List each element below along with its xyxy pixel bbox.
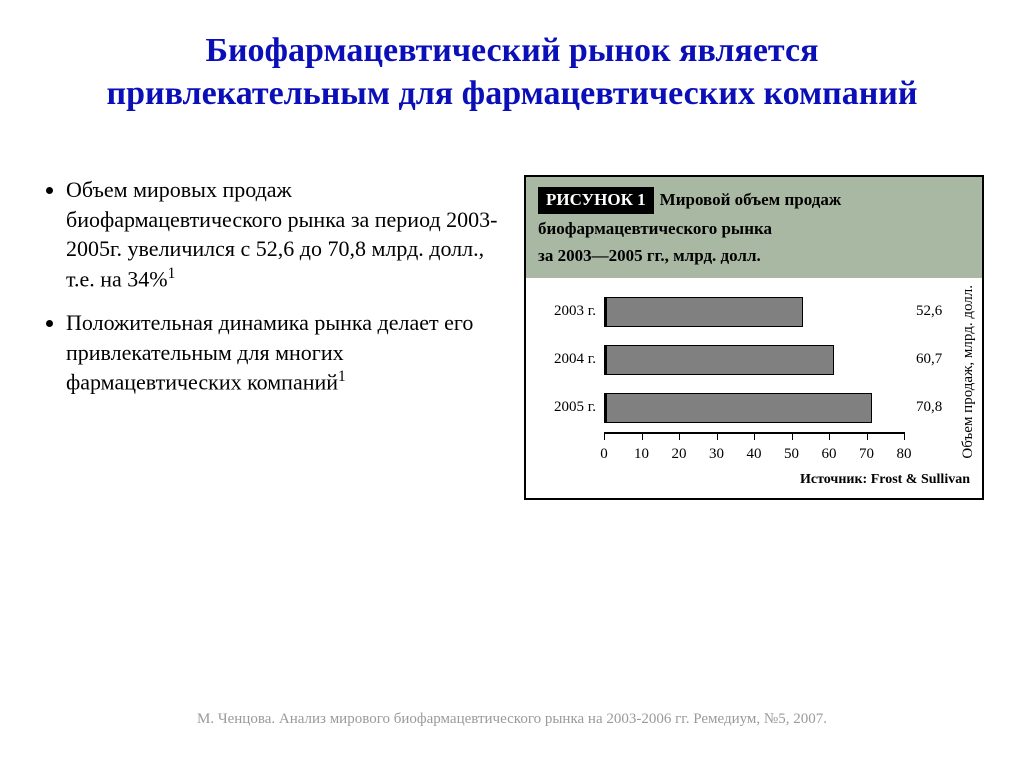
y-axis-label-container: Объем продаж, млрд. долл. bbox=[954, 278, 982, 466]
bar bbox=[606, 345, 834, 375]
bar-row: 2003 г. 52,6 bbox=[536, 288, 948, 336]
value-label: 60,7 bbox=[906, 351, 942, 368]
figure-source: Источник: Frost & Sullivan bbox=[526, 466, 982, 498]
tick-label: 80 bbox=[897, 446, 912, 463]
source-value: Frost & Sullivan bbox=[871, 472, 970, 487]
tick-label: 40 bbox=[747, 446, 762, 463]
bar bbox=[606, 297, 803, 327]
bar bbox=[606, 393, 872, 423]
figure-title-line3: за 2003—2005 гг., млрд. долл. bbox=[538, 245, 970, 268]
figure-title-line2: биофармацевтического рынка bbox=[538, 218, 970, 241]
figure-title-line1: Мировой объем продаж bbox=[660, 190, 842, 209]
bullet-list-container: Объем мировых продаж биофармацевтическог… bbox=[40, 175, 504, 500]
chart-area: 2003 г. 52,6 2004 г. 60,7 2005 г. 70,8 0 10 20 3… bbox=[526, 278, 954, 466]
value-label: 70,8 bbox=[906, 399, 942, 416]
bullet-list: Объем мировых продаж биофармацевтическог… bbox=[40, 175, 504, 397]
bullet-item: Объем мировых продаж биофармацевтическог… bbox=[66, 175, 504, 294]
value-label: 52,6 bbox=[906, 303, 942, 320]
bar-row: 2004 г. 60,7 bbox=[536, 336, 948, 384]
tick-label: 50 bbox=[784, 446, 799, 463]
chart-figure: РИСУНОК 1 Мировой объем продаж биофармаце… bbox=[524, 175, 984, 500]
slide-title: Биофармацевтический рынок является привл… bbox=[0, 0, 1024, 125]
figure-badge: РИСУНОК 1 bbox=[538, 187, 654, 214]
y-axis-label: Объем продаж, млрд. долл. bbox=[960, 285, 977, 459]
bar-row: 2005 г. 70,8 bbox=[536, 384, 948, 432]
category-label: 2004 г. bbox=[536, 351, 604, 368]
slide-footnote: М. Ченцова. Анализ мирового биофармацевт… bbox=[0, 711, 1024, 728]
bullet-item: Положительная динамика рынка делает его … bbox=[66, 308, 504, 397]
tick-label: 0 bbox=[600, 446, 608, 463]
tick-label: 10 bbox=[634, 446, 649, 463]
category-label: 2005 г. bbox=[536, 399, 604, 416]
figure-header: РИСУНОК 1 Мировой объем продаж биофармаце… bbox=[526, 177, 982, 278]
tick-label: 60 bbox=[822, 446, 837, 463]
x-axis: 01020304050607080 bbox=[604, 432, 904, 464]
tick-label: 30 bbox=[709, 446, 724, 463]
tick-label: 70 bbox=[859, 446, 874, 463]
category-label: 2003 г. bbox=[536, 303, 604, 320]
tick-label: 20 bbox=[672, 446, 687, 463]
source-prefix: Источник: bbox=[800, 472, 871, 487]
